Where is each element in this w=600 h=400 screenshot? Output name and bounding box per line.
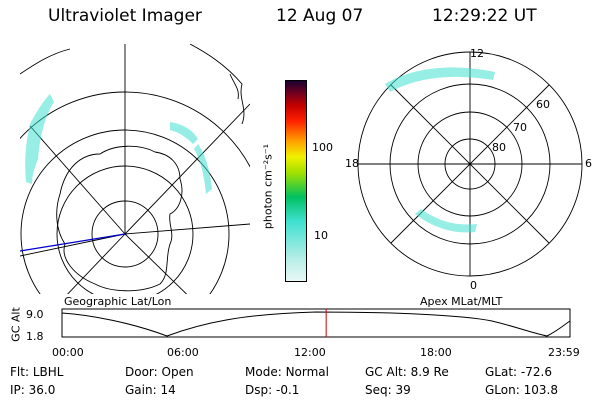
info-dsp: Dsp: -0.1 (245, 383, 300, 397)
aurora-oval (415, 209, 477, 233)
mlt-label-6: 6 (585, 157, 592, 170)
timeline-ytick-min: 1.8 (26, 330, 44, 343)
aurora-patch (194, 144, 212, 194)
colorbar-unit-label: photon cm⁻²s⁻¹ (261, 143, 275, 230)
mlt-label-12: 12 (470, 47, 484, 60)
mlat-label-80: 80 (492, 141, 506, 154)
aurora-patch (25, 94, 54, 184)
info-mode: Mode: Normal (245, 365, 329, 379)
info-ip: IP: 36.0 (10, 383, 56, 397)
timeline-xtick-0600: 06:00 (167, 346, 199, 359)
colorbar (285, 80, 307, 282)
time-display: 12:29:22 UT (432, 6, 537, 26)
info-glon: GLon: 103.8 (485, 383, 558, 397)
altitude-timeline (61, 308, 571, 338)
mlat-label-60: 60 (536, 98, 550, 111)
geo-panel-label: Geographic Lat/Lon (64, 295, 172, 308)
info-gain: Gain: 14 (125, 383, 176, 397)
coastline (56, 145, 183, 292)
timeline-xtick-1200: 12:00 (294, 346, 326, 359)
timeline-xtick-1800: 18:00 (420, 346, 452, 359)
aurora-oval (385, 67, 495, 92)
mlt-panel-label: Apex MLat/MLT (420, 295, 503, 308)
geographic-map (19, 44, 250, 294)
mlt-label-18: 18 (345, 157, 359, 170)
timeline-xtick-2359: 23:59 (548, 346, 580, 359)
app-title: Ultraviolet Imager (48, 6, 202, 26)
altitude-curve (61, 311, 571, 337)
timeline-xtick-0000: 00:00 (52, 346, 84, 359)
aurora-patch (170, 122, 198, 144)
info-glat: GLat: -72.6 (485, 365, 552, 379)
info-flt: Flt: LBHL (10, 365, 64, 379)
info-gc-alt: GC Alt: 8.9 Re (365, 365, 449, 379)
mlt-polar-plot (357, 51, 583, 277)
coastline (20, 44, 245, 125)
mlt-label-0: 0 (470, 279, 477, 292)
info-seq: Seq: 39 (365, 383, 411, 397)
date-display: 12 Aug 07 (276, 6, 364, 26)
timeline-ylabel: GC Alt (9, 307, 23, 342)
info-door: Door: Open (125, 365, 194, 379)
mlat-label-70: 70 (513, 121, 527, 134)
colorbar-tick-10: 10 (314, 229, 328, 242)
coastline (229, 73, 239, 100)
colorbar-tick-100: 100 (312, 141, 333, 154)
timeline-ytick-max: 9.0 (26, 308, 44, 321)
